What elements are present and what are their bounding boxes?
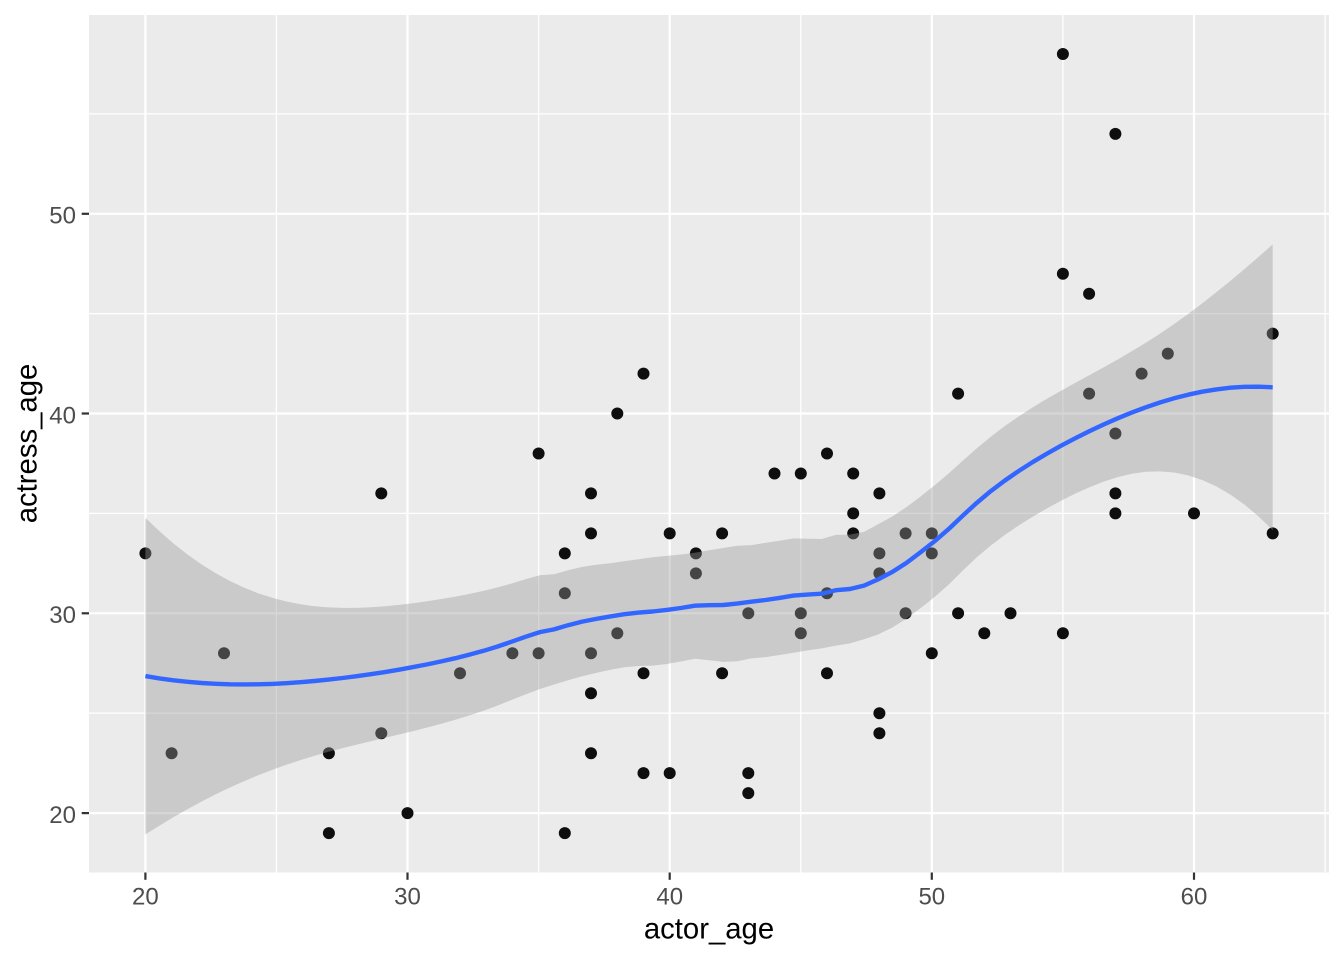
svg-text:20: 20: [49, 802, 76, 829]
svg-text:actress_age: actress_age: [11, 364, 44, 524]
svg-text:50: 50: [49, 203, 76, 230]
svg-text:30: 30: [394, 884, 421, 911]
svg-text:40: 40: [656, 884, 683, 911]
svg-text:40: 40: [49, 402, 76, 429]
svg-text:30: 30: [49, 602, 76, 629]
svg-text:50: 50: [918, 884, 945, 911]
svg-text:actor_age: actor_age: [644, 913, 774, 946]
svg-text:60: 60: [1181, 884, 1208, 911]
svg-text:20: 20: [132, 884, 159, 911]
